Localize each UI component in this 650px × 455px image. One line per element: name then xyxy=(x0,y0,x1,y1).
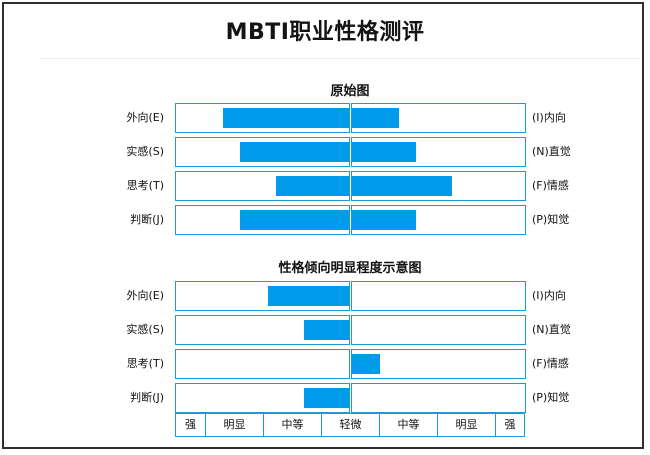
left-bar-fill xyxy=(223,108,349,128)
left-bar-box xyxy=(175,281,350,311)
dimension-label-left: 思考(T) xyxy=(126,357,164,370)
right-bar-fill xyxy=(352,108,399,128)
clarity-row-jp: 判断(J) (P)知觉 xyxy=(0,383,650,413)
raw-row-ei: 外向(E) (I)内向 xyxy=(0,103,650,133)
dimension-label-left: 思考(T) xyxy=(126,179,164,192)
dimension-label-right: (N)直觉 xyxy=(532,145,571,158)
dimension-label-right: (N)直觉 xyxy=(532,323,571,336)
left-bar-fill xyxy=(240,210,349,230)
report-frame xyxy=(2,2,644,449)
right-bar-box xyxy=(351,205,526,235)
dimension-label-right: (P)知觉 xyxy=(532,213,570,226)
raw-row-tf: 思考(T) (F)情感 xyxy=(0,171,650,201)
right-bar-fill xyxy=(352,354,380,374)
clarity-row-sn: 实感(S) (N)直觉 xyxy=(0,315,650,345)
dimension-label-left: 外向(E) xyxy=(126,289,164,302)
dimension-label-left: 实感(S) xyxy=(126,145,164,158)
right-bar-fill xyxy=(352,210,416,230)
raw-row-sn: 实感(S) (N)直觉 xyxy=(0,137,650,167)
left-bar-fill xyxy=(304,388,349,408)
dimension-label-left: 外向(E) xyxy=(126,111,164,124)
title-divider xyxy=(40,58,640,59)
dimension-label-left: 判断(J) xyxy=(130,391,164,404)
dimension-label-right: (I)内向 xyxy=(532,289,566,302)
dimension-label-left: 判断(J) xyxy=(130,213,164,226)
scale-label-slight: 轻微 xyxy=(322,414,380,436)
right-bar-box xyxy=(351,383,526,413)
right-bar-box xyxy=(351,103,526,133)
left-bar-box xyxy=(175,383,350,413)
section-title-clarity: 性格倾向明显程度示意图 xyxy=(278,261,422,276)
left-bar-fill xyxy=(276,176,349,196)
left-bar-box xyxy=(175,137,350,167)
right-bar-fill xyxy=(352,142,416,162)
left-bar-fill xyxy=(304,320,349,340)
right-bar-fill xyxy=(352,176,452,196)
right-bar-box xyxy=(351,281,526,311)
left-bar-fill xyxy=(268,286,349,306)
section-title-raw: 原始图 xyxy=(330,84,370,99)
raw-row-jp: 判断(J) (P)知觉 xyxy=(0,205,650,235)
scale-label-clear: 明显 xyxy=(438,414,496,436)
clarity-row-ei: 外向(E) (I)内向 xyxy=(0,281,650,311)
dimension-label-right: (P)知觉 xyxy=(532,391,570,404)
right-bar-box xyxy=(351,171,526,201)
scale-label-moderate: 中等 xyxy=(264,414,322,436)
left-bar-box xyxy=(175,315,350,345)
right-bar-box xyxy=(351,315,526,345)
page-title: MBTI职业性格测评 xyxy=(225,20,425,45)
right-bar-box xyxy=(351,137,526,167)
left-bar-box xyxy=(175,103,350,133)
scale-label-strong: 强 xyxy=(176,414,206,436)
dimension-label-right: (F)情感 xyxy=(532,357,569,370)
left-bar-box xyxy=(175,349,350,379)
dimension-label-left: 实感(S) xyxy=(126,323,164,336)
scale-label-clear: 明显 xyxy=(206,414,264,436)
dimension-label-right: (I)内向 xyxy=(532,111,566,124)
clarity-row-tf: 思考(T) (F)情感 xyxy=(0,349,650,379)
left-bar-box xyxy=(175,171,350,201)
left-bar-box xyxy=(175,205,350,235)
right-bar-box xyxy=(351,349,526,379)
scale-label-strong: 强 xyxy=(504,418,516,431)
left-bar-fill xyxy=(240,142,349,162)
scale-label-moderate: 中等 xyxy=(380,414,438,436)
dimension-label-right: (F)情感 xyxy=(532,179,569,192)
clarity-scale: 强 明显 中等 轻微 中等 明显 强 xyxy=(175,413,525,437)
